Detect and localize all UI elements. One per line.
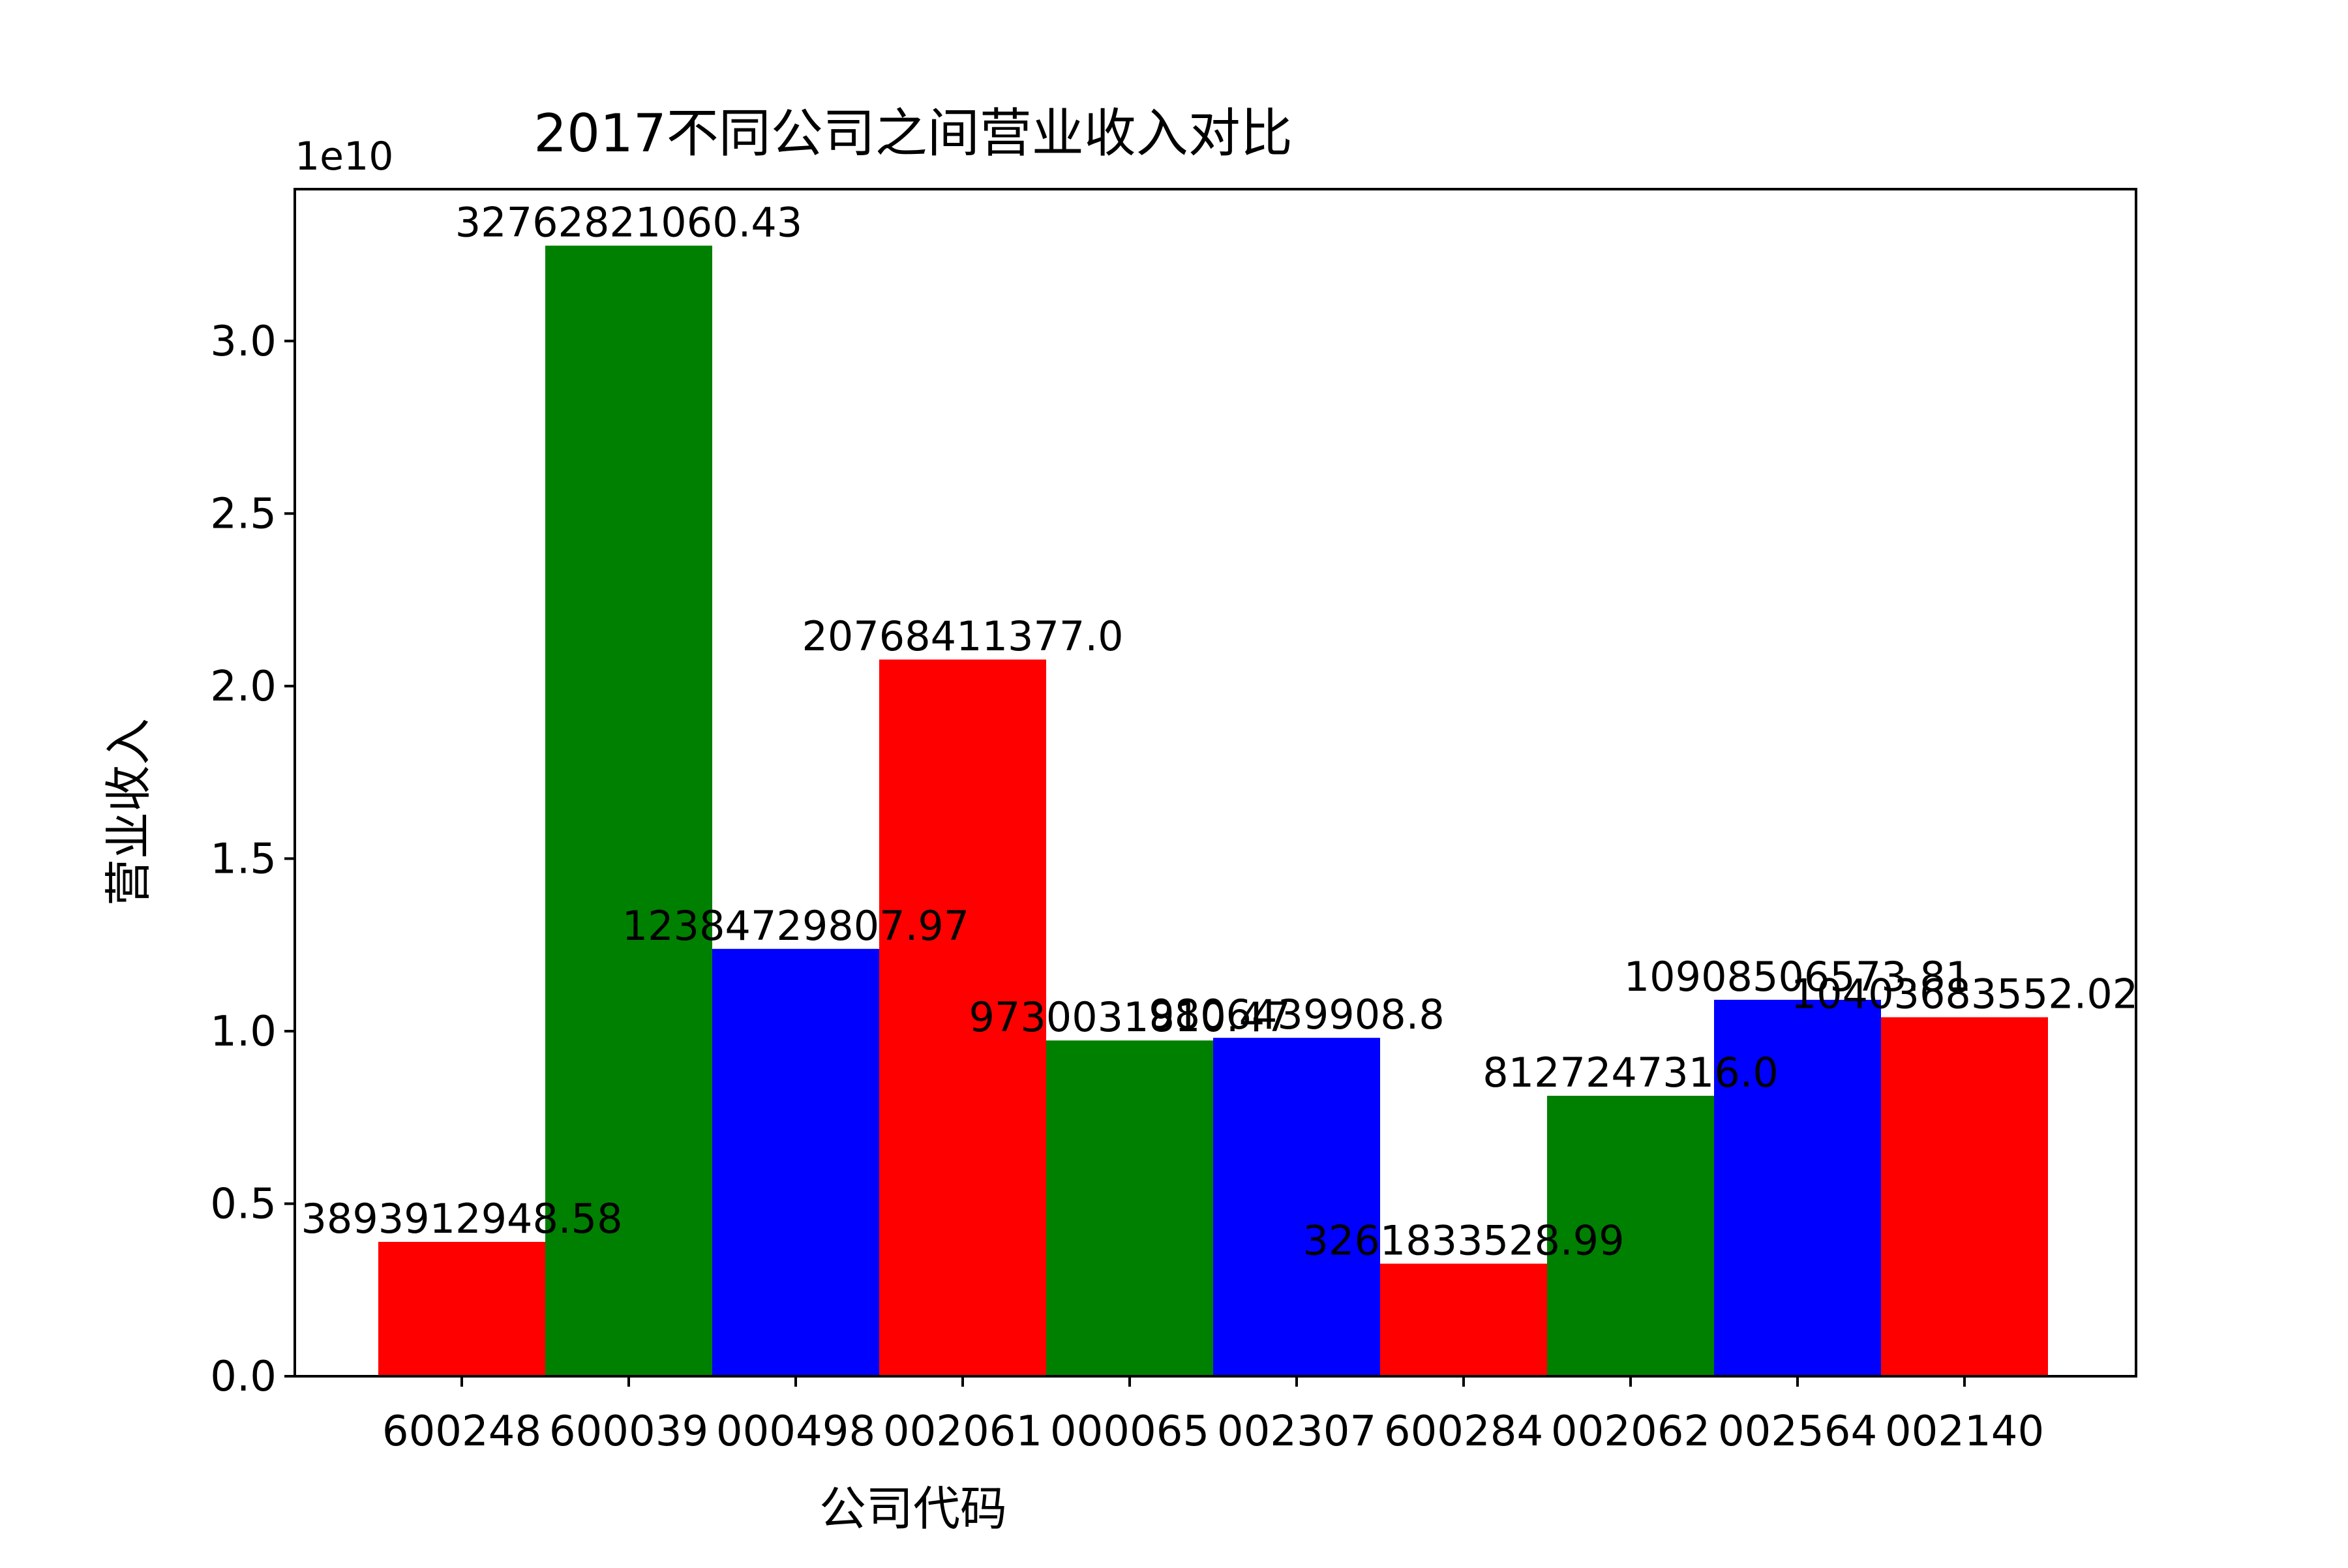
x-tick-label: 002564 xyxy=(1718,1408,1877,1456)
x-tick-label: 002062 xyxy=(1551,1408,1710,1456)
bar-000498 xyxy=(712,948,879,1376)
bar-value-label: 12384729807.97 xyxy=(622,902,970,950)
x-tick-label: 002140 xyxy=(1885,1408,2044,1456)
bar-002061 xyxy=(879,659,1046,1377)
bar-value-label: 10908506573.81 xyxy=(1624,953,1972,1001)
bars-layer xyxy=(378,245,2048,1377)
x-axis-title: 公司代码 xyxy=(819,1481,1007,1536)
x-tick-label: 600248 xyxy=(382,1408,541,1456)
bar-value-label: 32762821060.43 xyxy=(455,199,803,247)
y-axis-title: 营业收入 xyxy=(101,718,156,906)
y-tick-label: 2.5 xyxy=(210,490,277,538)
y-tick-label: 3.0 xyxy=(210,318,277,366)
bar-002062 xyxy=(1547,1096,1714,1376)
x-tick-label: 002061 xyxy=(883,1408,1042,1456)
bar-600284 xyxy=(1380,1263,1547,1376)
x-tick-label: 002307 xyxy=(1217,1408,1376,1456)
bar-002307 xyxy=(1213,1038,1380,1376)
bar-000065 xyxy=(1046,1040,1213,1376)
plot-frame xyxy=(294,188,2137,1378)
x-tick-label: 600284 xyxy=(1384,1408,1543,1456)
y-tick-label: 1.0 xyxy=(210,1008,277,1056)
bar-value-label: 3261833528.99 xyxy=(1302,1216,1624,1264)
x-tick-label: 600039 xyxy=(549,1408,708,1456)
bar-value-label: 20768411377.0 xyxy=(802,612,1123,660)
bar-value-label: 9730031810.47 xyxy=(969,993,1290,1041)
bar-value-label: 9806439908.8 xyxy=(1149,991,1445,1038)
bar-002564 xyxy=(1714,999,1881,1376)
bar-value-label: 10403683552.02 xyxy=(1791,971,2139,1018)
bar-value-label: 3893912948.58 xyxy=(301,1195,622,1243)
y-axis-offset-label: 1e10 xyxy=(295,134,393,179)
x-tick-label: 000498 xyxy=(716,1408,875,1456)
bar-002140 xyxy=(1881,1017,2048,1376)
bar-600248 xyxy=(378,1241,545,1376)
x-tick-label: 000065 xyxy=(1050,1408,1209,1456)
bar-value-label: 8127247316.0 xyxy=(1483,1049,1779,1096)
y-tick-label: 0.0 xyxy=(210,1353,277,1401)
y-tick-label: 2.0 xyxy=(210,663,277,711)
bar-value-labels: 3893912948.58 32762821060.43 12384729807.9… xyxy=(301,199,2138,1265)
chart-title: 2017不同公司之间营业收入对比 xyxy=(534,103,1293,164)
y-tick-label: 1.5 xyxy=(210,835,277,883)
bar-600039 xyxy=(545,245,712,1377)
y-tick-label: 0.5 xyxy=(210,1180,277,1228)
